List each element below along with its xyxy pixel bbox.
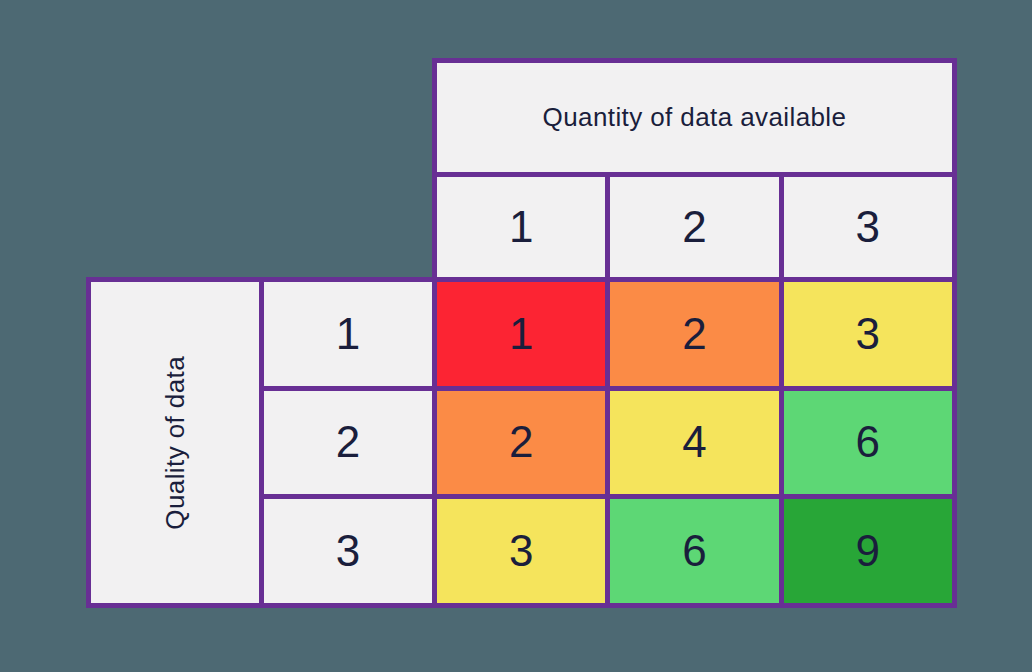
matrix-cell-r1-c2: 2: [610, 282, 778, 386]
quality-table: Quality of data 1 2 3: [86, 277, 432, 608]
quantity-table: Quantity of data available 1 2 3 1 2 3 2…: [432, 58, 957, 608]
quality-row-label-2: 2: [264, 391, 432, 495]
matrix-cell-r2-c1: 2: [437, 391, 605, 495]
matrix-cell-r1-c1: 1: [437, 282, 605, 386]
matrix-cell-r3-c3: 9: [784, 499, 952, 603]
quantity-col-label-2: 2: [610, 177, 778, 277]
quantity-header-cell: Quantity of data available: [437, 63, 952, 172]
quality-row-label-3: 3: [264, 499, 432, 603]
matrix-cell-r1-c3: 3: [784, 282, 952, 386]
quantity-col-label-3: 3: [784, 177, 952, 277]
quality-header-title: Quality of data: [160, 356, 191, 530]
quality-header-cell: Quality of data: [91, 282, 259, 603]
matrix-cell-r2-c2: 4: [610, 391, 778, 495]
quality-row-label-1: 1: [264, 282, 432, 386]
quantity-col-label-1: 1: [437, 177, 605, 277]
matrix-cell-r2-c3: 6: [784, 391, 952, 495]
quantity-header-title: Quantity of data available: [543, 102, 847, 133]
matrix-diagram: Quantity of data available 1 2 3 1 2 3 2…: [0, 0, 1032, 672]
matrix-cell-r3-c2: 6: [610, 499, 778, 603]
matrix-cell-r3-c1: 3: [437, 499, 605, 603]
